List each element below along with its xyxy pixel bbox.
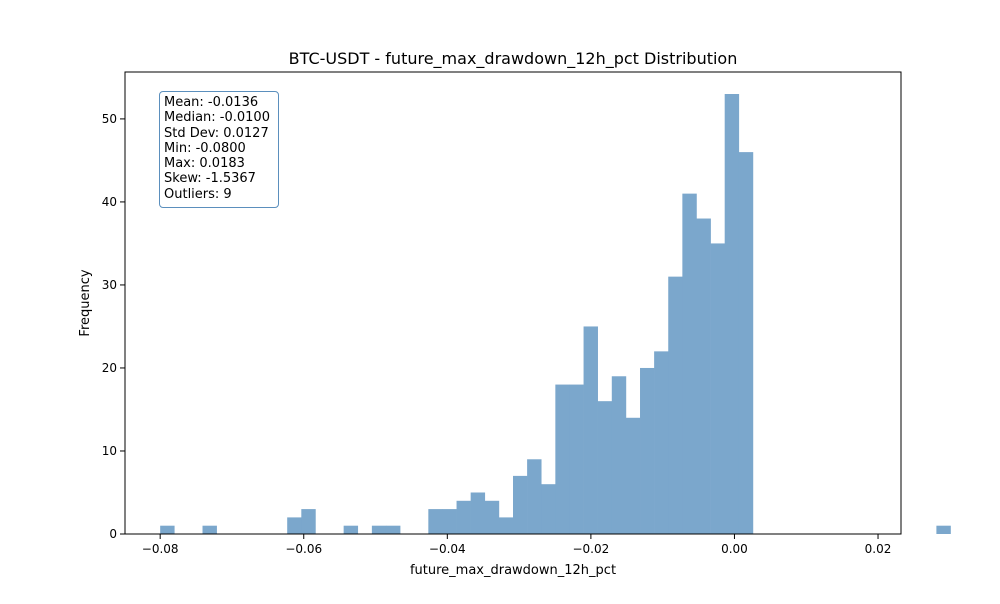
histogram-bar	[682, 193, 697, 535]
x-axis-label: future_max_drawdown_12h_pct	[410, 563, 616, 578]
histogram-bar	[668, 276, 683, 534]
y-tick-label: 50	[102, 112, 117, 126]
x-tick-label: −0.08	[142, 542, 179, 556]
plot-frame	[124, 71, 902, 535]
y-tick-label: 10	[102, 444, 117, 458]
x-tick-label: −0.04	[429, 542, 466, 556]
histogram-bar	[527, 459, 542, 534]
histogram-bar	[569, 384, 584, 534]
histogram-bar	[583, 326, 598, 534]
histogram-bar	[640, 367, 655, 534]
y-tick-label: 20	[102, 361, 117, 375]
histogram-bar	[428, 509, 443, 534]
stats-skew: Skew: -1.5367	[164, 171, 256, 187]
y-tick-label: 40	[102, 195, 117, 209]
stats-min: Min: -0.0800	[164, 140, 246, 156]
stats-box: Mean: -0.0136 Median: -0.0100 Std Dev: 0…	[159, 91, 279, 208]
bars-group	[160, 94, 951, 535]
histogram-bar	[696, 218, 711, 534]
histogram-bar	[710, 243, 725, 534]
histogram-bar	[442, 509, 457, 534]
histogram-bar	[202, 525, 217, 534]
histogram-bar	[724, 94, 740, 534]
histogram-bar	[513, 475, 528, 534]
histogram-bar	[611, 376, 627, 534]
stats-std-dev: Std Dev: 0.0127	[164, 125, 269, 141]
histogram-bar	[470, 492, 486, 534]
x-tick-label: 0.00	[721, 542, 748, 556]
y-axis-ticks: 0 10 20 30 40 50	[102, 112, 125, 541]
histogram-bar	[301, 509, 316, 534]
x-axis-ticks: −0.08 −0.06 −0.04 −0.02 0.00 0.02	[142, 534, 892, 556]
histogram-bar	[484, 500, 500, 534]
histogram-bar	[597, 401, 613, 534]
histogram-bar	[625, 417, 641, 534]
x-tick-label: −0.02	[572, 542, 609, 556]
histogram-bar	[287, 517, 302, 534]
stats-max: Max: 0.0183	[164, 156, 245, 172]
histogram-bar	[738, 152, 754, 534]
x-tick-label: 0.02	[865, 542, 892, 556]
histogram-bar	[654, 351, 669, 534]
stats-outliers: Outliers: 9	[164, 186, 232, 202]
histogram-bar	[936, 525, 951, 534]
histogram-bar	[555, 384, 570, 534]
histogram-bar	[541, 484, 556, 534]
stats-mean: Mean: -0.0136	[164, 95, 259, 110]
histogram-bar	[456, 500, 471, 534]
y-axis-label: Frequency	[78, 269, 93, 336]
y-tick-label: 0	[109, 527, 117, 541]
histogram-bar	[160, 525, 175, 534]
histogram-bar	[371, 525, 387, 534]
y-tick-label: 30	[102, 278, 117, 292]
x-tick-label: −0.06	[285, 542, 322, 556]
histogram-bar	[343, 525, 359, 534]
stats-median: Median: -0.0100	[164, 110, 270, 126]
histogram-bar	[498, 517, 514, 534]
chart-title: BTC-USDT - future_max_drawdown_12h_pct D…	[289, 49, 738, 69]
histogram-bar	[385, 525, 401, 534]
